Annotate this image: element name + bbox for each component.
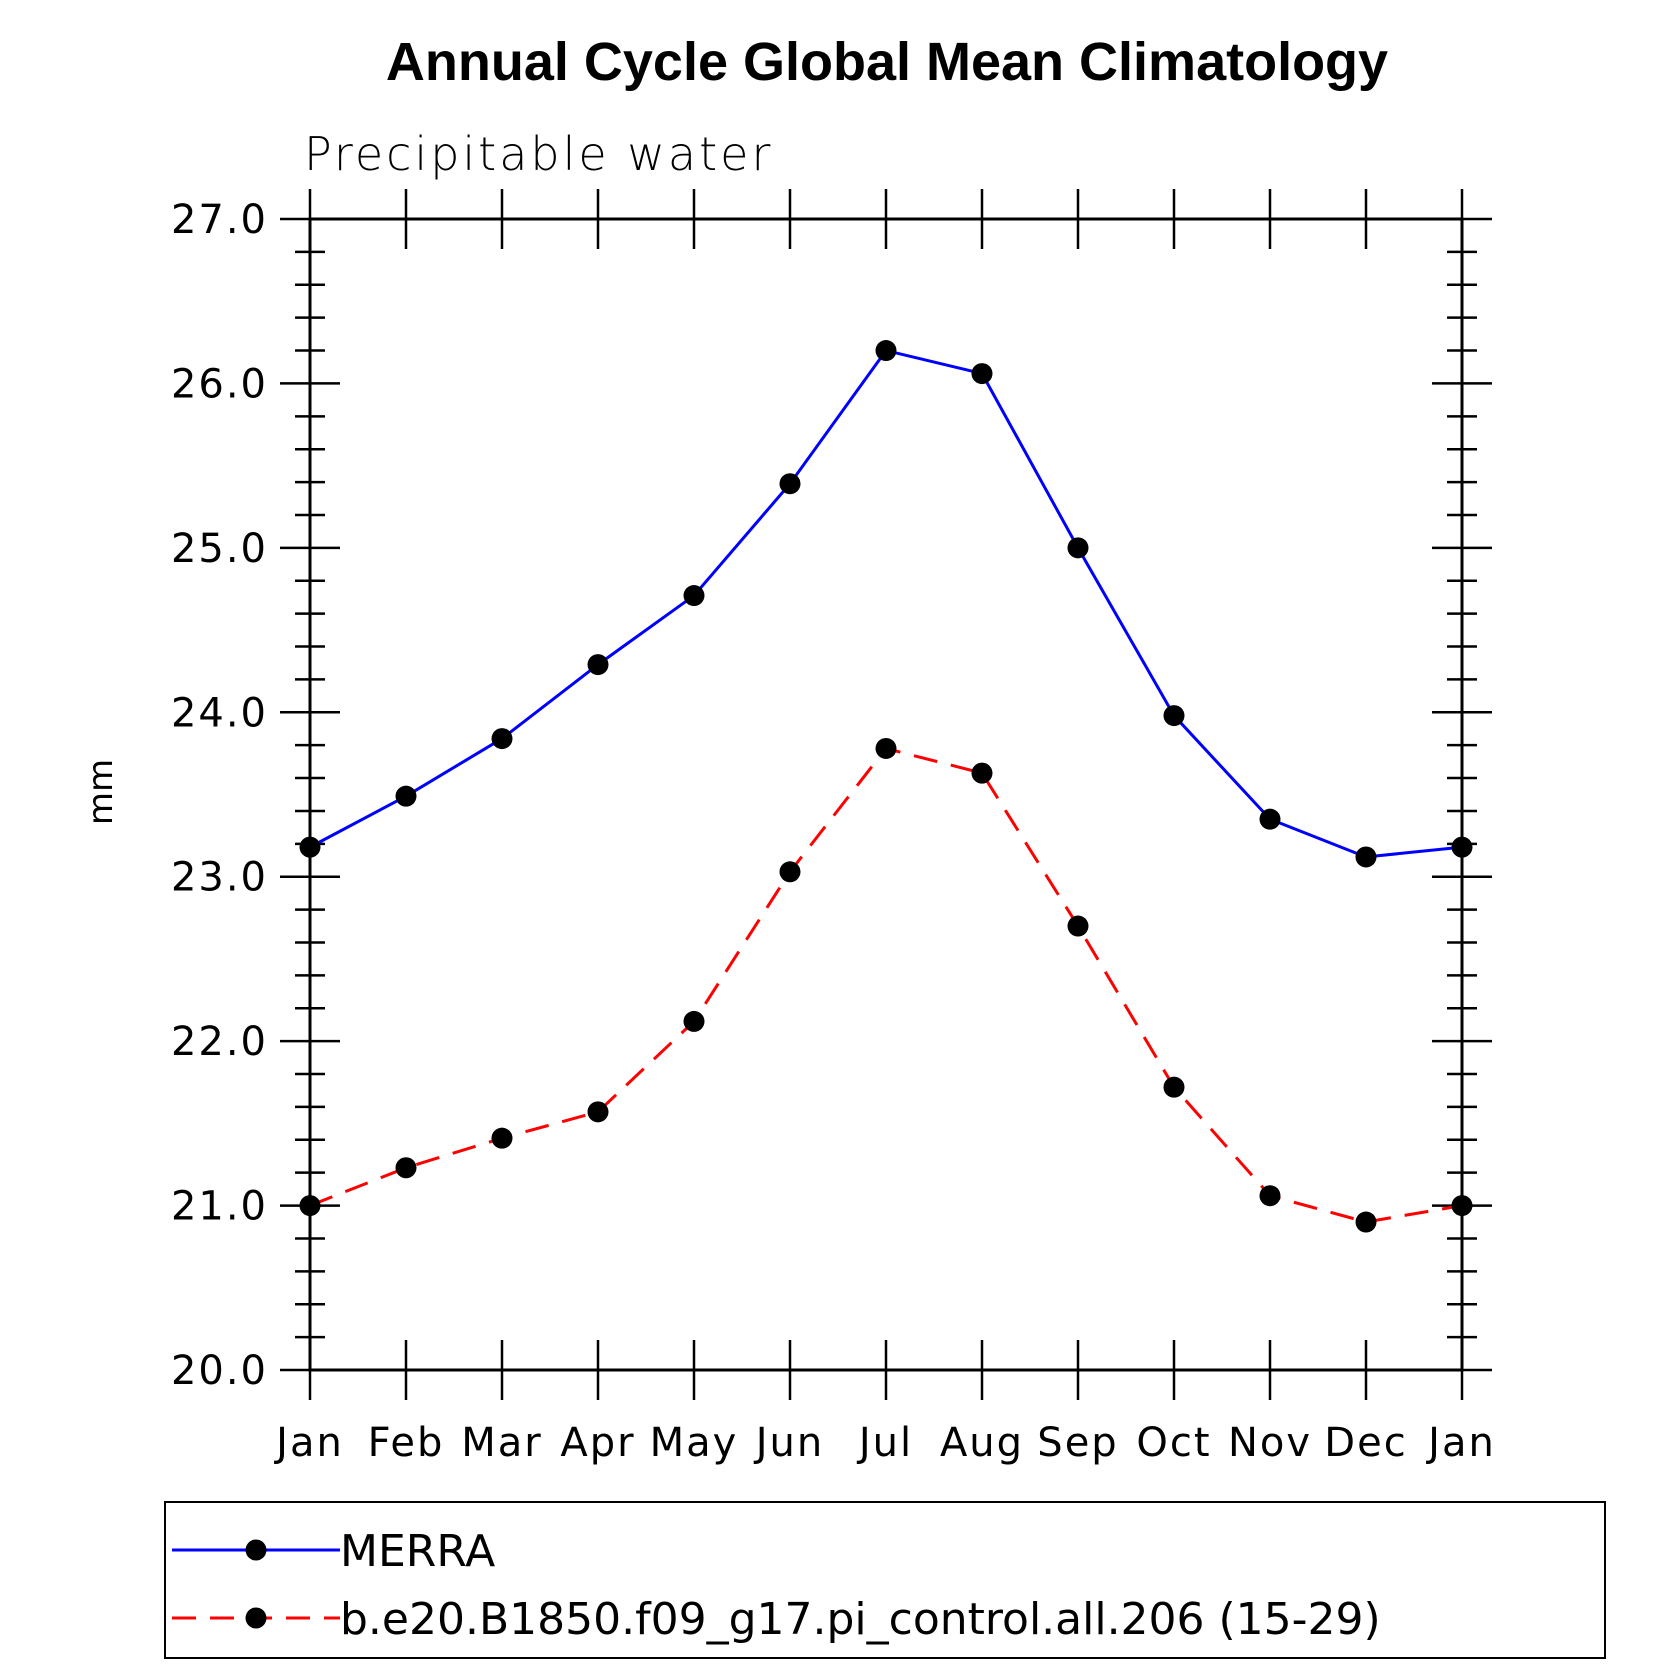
y-tick-label: 26.0 xyxy=(171,361,268,407)
data-point xyxy=(875,340,897,362)
series-1 xyxy=(299,340,1473,868)
y-axis-label: mm xyxy=(81,759,121,825)
x-tick-label: Dec xyxy=(1324,1420,1407,1466)
legend-marker xyxy=(245,1539,267,1561)
data-point xyxy=(971,762,993,784)
legend-marker xyxy=(245,1607,267,1629)
x-tick-label: Mar xyxy=(461,1420,542,1466)
data-point xyxy=(1355,846,1377,868)
plot-frame xyxy=(308,217,1464,1372)
legend-label: b.e20.B1850.f09_g17.pi_control.all.206 (… xyxy=(340,1594,1381,1645)
data-point xyxy=(1067,537,1089,559)
data-point xyxy=(875,737,897,759)
x-tick-labels: Jan Feb Mar Apr May Jun Jul Aug Sep Oct Nov Dec Jan xyxy=(273,1420,1496,1466)
data-point xyxy=(779,473,801,495)
legend-label: MERRA xyxy=(340,1526,495,1577)
x-tick-label: Jan xyxy=(1425,1420,1496,1466)
y-tick-label: 27.0 xyxy=(171,197,268,243)
chart-subtitle: Precipitable water xyxy=(304,127,773,181)
x-tick-label: Nov xyxy=(1228,1420,1312,1466)
data-point xyxy=(1259,808,1281,830)
series-line xyxy=(309,348,1463,859)
series-layer xyxy=(299,340,1473,1233)
data-point xyxy=(779,861,801,883)
axis-ticks xyxy=(280,189,1492,1400)
y-tick-label: 21.0 xyxy=(171,1184,268,1230)
x-tick-label: Oct xyxy=(1136,1420,1211,1466)
data-point xyxy=(683,1010,705,1032)
legend-items: MERRA b.e20.B1850.f09_g17.pi_control.all.… xyxy=(172,1526,1381,1645)
data-point xyxy=(395,785,417,807)
y-tick-label: 24.0 xyxy=(171,690,268,736)
data-point xyxy=(491,1127,513,1149)
x-tick-label: May xyxy=(650,1420,739,1466)
y-tick-label: 20.0 xyxy=(171,1348,268,1394)
data-point xyxy=(587,654,609,676)
series-2 xyxy=(299,737,1473,1233)
y-tick-label: 25.0 xyxy=(171,526,268,572)
y-tick-label: 23.0 xyxy=(171,855,268,901)
data-point xyxy=(1163,705,1185,727)
x-tick-label: Apr xyxy=(560,1420,635,1466)
chart-title: Annual Cycle Global Mean Climatology xyxy=(386,32,1388,92)
data-point xyxy=(1067,915,1089,937)
data-point xyxy=(395,1157,417,1179)
y-tick-label: 22.0 xyxy=(171,1019,268,1065)
x-tick-label: Jul xyxy=(856,1420,913,1466)
data-point xyxy=(971,363,993,385)
data-point xyxy=(1259,1185,1281,1207)
data-point xyxy=(587,1101,609,1123)
series-line xyxy=(309,746,1463,1224)
x-tick-label: Jan xyxy=(273,1420,344,1466)
x-tick-label: Feb xyxy=(368,1420,445,1466)
legend-box xyxy=(164,1501,1606,1659)
data-point xyxy=(683,585,705,607)
x-tick-label: Aug xyxy=(940,1420,1024,1466)
y-tick-labels: 20.0 21.0 22.0 23.0 24.0 25.0 26.0 27.0 xyxy=(171,197,268,1394)
data-point xyxy=(1163,1076,1185,1098)
legend: MERRA b.e20.B1850.f09_g17.pi_control.all.… xyxy=(164,1501,1606,1659)
x-tick-label: Sep xyxy=(1037,1420,1118,1466)
data-point xyxy=(1355,1211,1377,1233)
data-point xyxy=(491,728,513,750)
x-tick-label: Jun xyxy=(753,1420,825,1466)
